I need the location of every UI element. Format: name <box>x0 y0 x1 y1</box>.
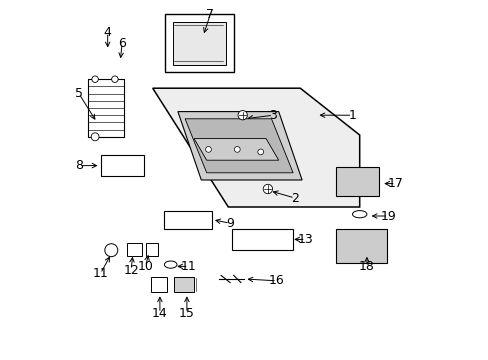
Circle shape <box>257 149 263 155</box>
Polygon shape <box>185 119 292 173</box>
Text: 1: 1 <box>348 109 356 122</box>
Polygon shape <box>336 229 386 263</box>
Text: 15: 15 <box>179 307 194 320</box>
Text: 11: 11 <box>92 267 108 280</box>
Polygon shape <box>172 22 226 65</box>
Text: 8: 8 <box>75 159 83 172</box>
Text: 7: 7 <box>206 8 214 21</box>
Circle shape <box>92 76 98 82</box>
Text: 6: 6 <box>118 37 126 50</box>
Polygon shape <box>163 211 212 229</box>
Ellipse shape <box>164 261 177 268</box>
Text: 19: 19 <box>380 210 396 222</box>
Circle shape <box>91 133 99 141</box>
Polygon shape <box>336 167 379 196</box>
Text: 13: 13 <box>297 233 313 246</box>
Polygon shape <box>152 88 359 207</box>
Text: 18: 18 <box>358 260 374 273</box>
Polygon shape <box>165 14 233 72</box>
Circle shape <box>238 111 247 120</box>
Text: 10: 10 <box>137 260 153 273</box>
Text: 17: 17 <box>387 177 403 190</box>
Ellipse shape <box>352 211 366 218</box>
Text: 3: 3 <box>269 109 277 122</box>
Text: 12: 12 <box>123 264 139 276</box>
Circle shape <box>205 147 211 152</box>
FancyBboxPatch shape <box>151 277 167 292</box>
Polygon shape <box>101 155 143 176</box>
Circle shape <box>104 244 118 257</box>
Text: 16: 16 <box>268 274 284 287</box>
Polygon shape <box>194 139 278 160</box>
Text: 4: 4 <box>103 26 111 39</box>
Circle shape <box>111 76 118 82</box>
Text: 5: 5 <box>75 87 83 100</box>
Circle shape <box>234 147 240 152</box>
Text: 14: 14 <box>152 307 167 320</box>
FancyBboxPatch shape <box>127 243 142 256</box>
Text: 2: 2 <box>290 192 298 204</box>
FancyBboxPatch shape <box>145 243 158 256</box>
Text: 9: 9 <box>225 217 234 230</box>
Polygon shape <box>178 112 302 180</box>
FancyBboxPatch shape <box>174 277 194 292</box>
Circle shape <box>263 184 272 194</box>
Text: 11: 11 <box>181 260 196 273</box>
Polygon shape <box>231 229 292 250</box>
